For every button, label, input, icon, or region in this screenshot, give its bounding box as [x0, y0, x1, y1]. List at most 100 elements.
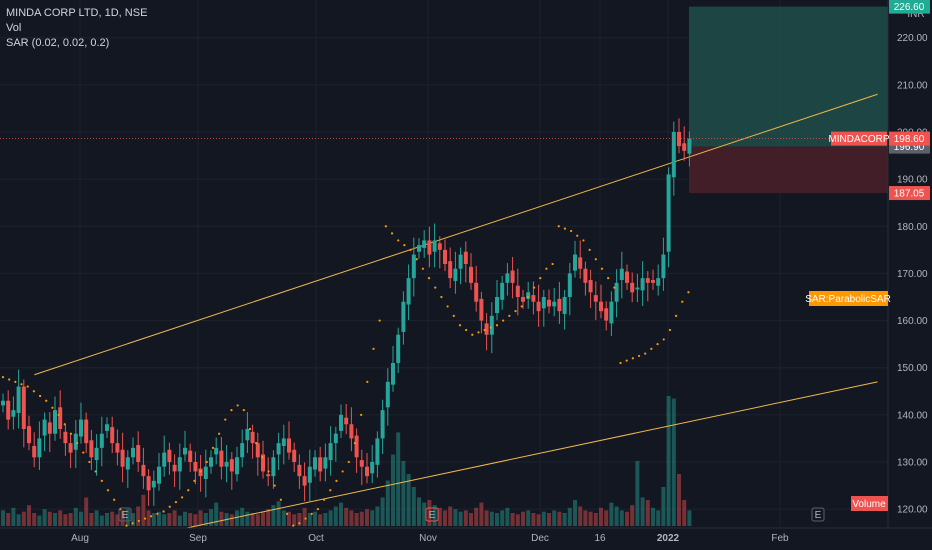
candle-body[interactable]: [453, 268, 458, 281]
candle-body[interactable]: [27, 426, 31, 444]
candle-body[interactable]: [552, 301, 557, 307]
candle-body[interactable]: [21, 386, 26, 429]
candle-body[interactable]: [79, 419, 83, 437]
candle-body[interactable]: [58, 407, 63, 429]
candle-body[interactable]: [99, 433, 104, 448]
candle-body[interactable]: [489, 315, 494, 335]
candle-body[interactable]: [562, 297, 567, 314]
candle-body[interactable]: [63, 431, 68, 444]
legend-symbol[interactable]: MINDA CORP LTD, 1D, NSE: [6, 7, 148, 19]
candle-body[interactable]: [396, 334, 401, 363]
candle-body[interactable]: [521, 297, 525, 302]
candle-body[interactable]: [567, 273, 572, 297]
candle-body[interactable]: [370, 462, 375, 474]
candle-body[interactable]: [609, 301, 614, 324]
candle-body[interactable]: [599, 301, 603, 312]
candle-body[interactable]: [479, 298, 484, 321]
candle-body[interactable]: [136, 445, 141, 462]
candle-body[interactable]: [484, 323, 489, 335]
candle-body[interactable]: [630, 282, 635, 293]
candle-body[interactable]: [495, 297, 499, 314]
candle-body[interactable]: [500, 282, 505, 300]
candle-body[interactable]: [541, 297, 546, 309]
candle-body[interactable]: [11, 410, 16, 417]
candle-body[interactable]: [151, 480, 156, 488]
candle-body[interactable]: [614, 282, 619, 302]
candle-body[interactable]: [146, 476, 151, 491]
candle-body[interactable]: [427, 240, 432, 255]
candle-body[interactable]: [448, 261, 453, 279]
candle-body[interactable]: [687, 138, 692, 154]
candle-body[interactable]: [531, 295, 536, 302]
volume-series-tag[interactable]: [851, 496, 888, 511]
candle-body[interactable]: [219, 450, 224, 467]
candle-body[interactable]: [250, 431, 255, 444]
candle-body[interactable]: [515, 285, 520, 297]
candle-body[interactable]: [391, 363, 395, 385]
candle-body[interactable]: [1, 400, 5, 406]
candle-body[interactable]: [432, 240, 437, 252]
candle-body[interactable]: [422, 240, 427, 248]
candle-body[interactable]: [625, 271, 629, 283]
candle-body[interactable]: [635, 287, 640, 290]
candle-body[interactable]: [89, 440, 94, 458]
candle-body[interactable]: [16, 386, 21, 413]
candle-body[interactable]: [214, 447, 219, 455]
candle-body[interactable]: [375, 438, 380, 465]
candle-body[interactable]: [526, 292, 531, 299]
candle-body[interactable]: [115, 443, 120, 453]
candle-body[interactable]: [318, 457, 323, 472]
candle-body[interactable]: [682, 143, 687, 151]
candle-body[interactable]: [474, 282, 479, 302]
candle-body[interactable]: [593, 295, 598, 302]
candle-body[interactable]: [302, 476, 307, 486]
candle-body[interactable]: [287, 438, 291, 453]
candle-body[interactable]: [266, 474, 271, 477]
candle-body[interactable]: [349, 424, 354, 439]
candle-body[interactable]: [573, 254, 577, 271]
candle-body[interactable]: [510, 270, 515, 283]
candle-body[interactable]: [536, 301, 541, 312]
candle-body[interactable]: [406, 278, 411, 305]
candle-body[interactable]: [307, 466, 312, 483]
candle-body[interactable]: [547, 299, 551, 307]
earnings-marker[interactable]: [811, 507, 825, 522]
candle-body[interactable]: [437, 243, 442, 250]
candle-body[interactable]: [261, 454, 265, 472]
candle-body[interactable]: [354, 435, 359, 458]
candle-body[interactable]: [588, 280, 593, 293]
stop-zone[interactable]: [689, 146, 888, 194]
candle-body[interactable]: [417, 245, 421, 252]
candle-body[interactable]: [229, 459, 234, 472]
candle-body[interactable]: [640, 278, 645, 291]
candle-body[interactable]: [323, 457, 328, 469]
candle-body[interactable]: [240, 443, 245, 458]
candle-body[interactable]: [37, 438, 42, 458]
candle-body[interactable]: [120, 449, 125, 467]
candle-body[interactable]: [32, 445, 37, 458]
candle-body[interactable]: [6, 400, 11, 420]
candle-body[interactable]: [297, 464, 302, 477]
candle-body[interactable]: [359, 460, 364, 467]
candle-body[interactable]: [604, 308, 609, 321]
candle-body[interactable]: [619, 268, 624, 281]
candle-body[interactable]: [125, 457, 130, 470]
candle-body[interactable]: [193, 462, 198, 472]
candle-body[interactable]: [313, 457, 317, 470]
candle-body[interactable]: [469, 266, 473, 283]
candle-body[interactable]: [443, 249, 447, 264]
candle-body[interactable]: [53, 410, 57, 434]
candle-body[interactable]: [94, 447, 99, 461]
candle-body[interactable]: [645, 278, 650, 283]
candle-body[interactable]: [177, 457, 182, 472]
candle-body[interactable]: [281, 438, 286, 446]
earnings-marker[interactable]: [118, 507, 132, 522]
candle-body[interactable]: [131, 447, 135, 458]
candle-body[interactable]: [463, 251, 468, 264]
candle-body[interactable]: [276, 443, 281, 455]
candle-body[interactable]: [162, 452, 167, 467]
candle-body[interactable]: [68, 443, 73, 453]
sar-series-tag[interactable]: [809, 291, 888, 306]
candle-body[interactable]: [235, 457, 239, 475]
